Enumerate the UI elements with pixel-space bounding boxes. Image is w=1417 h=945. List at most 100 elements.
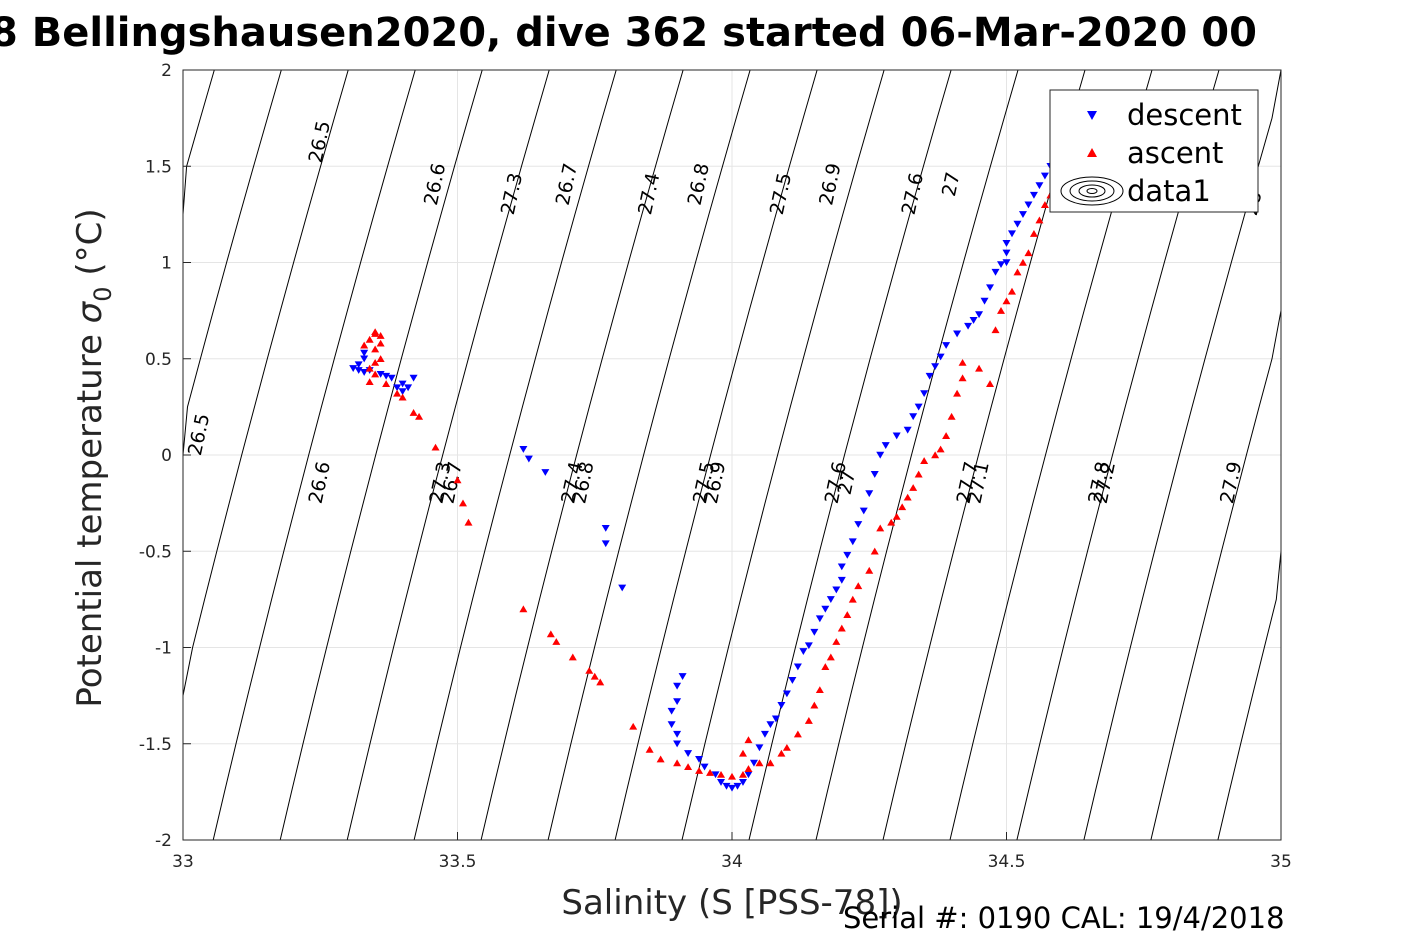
legend-contour-marker [1060,176,1124,206]
descent-point [766,721,775,729]
ascent-point [415,412,424,420]
ascent-point [590,672,599,680]
descent-point [618,584,627,592]
descent-point [788,677,797,684]
ascent-point [793,730,802,738]
ascent-point [1018,258,1027,266]
descent-point [1024,201,1033,209]
ascent-point [991,326,1000,334]
legend-descent-marker [1087,111,1097,120]
ascent-point [953,389,962,397]
descent-point [1018,211,1027,218]
descent-point [815,615,824,623]
descent-point [678,673,687,680]
descent-point [953,330,962,338]
ascent-point [744,765,753,772]
ascent-point [903,493,912,501]
x-tick-label: 33.5 [439,852,477,872]
descent-point [832,586,841,594]
isopycnal-line [346,69,550,841]
ascent-point [738,770,747,778]
ascent-point [376,332,385,339]
isopycnal-line [815,69,1019,841]
descent-point [387,374,396,382]
ascent-point [1040,201,1049,208]
isopycnal-label: 27 [938,170,965,198]
y-tick-label: 0 [161,446,172,466]
descent-point [1002,240,1011,247]
serial-footer: Serial #: 0190 CAL: 19/4/2018 [843,901,1285,935]
ascent-point [1007,287,1016,295]
ascent-point [409,409,418,416]
descent-point [876,451,885,459]
isopycnal-label: 27.9 [1216,460,1246,506]
descent-point [755,744,764,752]
descent-point [975,311,984,319]
y-tick-label: -1 [155,639,172,659]
descent-point [942,342,951,349]
y-tick-label: -0.5 [139,542,172,562]
descent-point [354,361,363,369]
ascent-point [986,380,995,387]
isopycnal-label: 26.8 [684,161,714,207]
descent-point [749,759,758,767]
ascent-point [371,359,380,366]
descent-point [997,261,1006,269]
descent-point [843,551,852,559]
descent-point [349,365,358,372]
ascent-point [920,457,929,464]
ascent-point [887,518,896,526]
ascent-point [810,701,819,709]
descent-point [360,355,369,363]
ascent-point [942,432,951,439]
isopycnal-label: 27.3 [497,171,527,217]
data-series [349,147,1082,792]
isopycnal-line [480,69,684,841]
ascent-point [376,355,385,362]
descent-point [771,715,780,723]
descent-point [914,403,923,411]
descent-point [925,372,934,380]
isopycnal-line [748,69,952,841]
ascent-point [629,722,638,730]
ascent-point [568,653,577,661]
descent-point [1007,230,1016,238]
legend-ascent-marker [1087,148,1097,157]
ascent-point [546,630,555,638]
descent-point [881,442,890,449]
descent-point [865,490,874,498]
descent-point [909,413,918,421]
isopycnal-line [182,69,349,792]
ascent-point [898,503,907,511]
ascent-point [804,717,813,724]
descent-point [393,384,402,392]
legend-label-descent: descent [1127,98,1242,132]
descent-point [667,721,676,729]
ascent-point [431,443,440,451]
ascent-point [997,307,1006,314]
descent-point [728,784,736,792]
descent-point [738,779,747,786]
descent-point [717,779,726,786]
descent-point [541,469,550,476]
ascent-point [656,755,665,763]
descent-point [673,682,682,690]
ascent-point [744,736,753,744]
descent-point [777,702,786,709]
descent-point [892,432,901,440]
ascent-point [371,328,380,335]
descent-point [601,540,610,548]
isopycnal-line [413,69,617,841]
ascent-point [1035,216,1044,224]
ascent-point [870,547,879,555]
descent-point [744,771,753,779]
ascent-point [365,364,374,372]
isopycnal-line [547,69,751,841]
descent-point [700,763,709,771]
y-axis-ticks: -2 -1.5 -1 -0.5 0 0.5 1 1.5 2 [139,61,191,851]
ascent-point [865,566,874,574]
isopycnal-label: 27.5 [766,171,796,217]
ascent-point [892,513,901,520]
ascent-point [738,749,747,757]
descent-point [920,390,929,397]
